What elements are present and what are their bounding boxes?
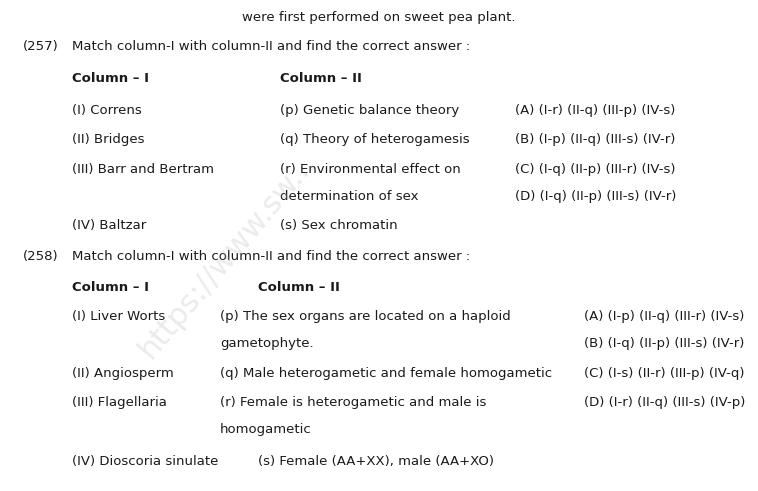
Text: Column – II: Column – II	[280, 72, 362, 85]
Text: (257): (257)	[23, 40, 58, 53]
Text: (B) (I-p) (II-q) (III-s) (IV-r): (B) (I-p) (II-q) (III-s) (IV-r)	[515, 134, 676, 146]
Text: (q) Theory of heterogamesis: (q) Theory of heterogamesis	[280, 134, 470, 146]
Text: (r) Female is heterogametic and male is: (r) Female is heterogametic and male is	[220, 396, 486, 409]
Text: (II) Bridges: (II) Bridges	[72, 134, 145, 146]
Text: (III) Flagellaria: (III) Flagellaria	[72, 396, 167, 409]
Text: (IV) Baltzar: (IV) Baltzar	[72, 219, 146, 232]
Text: (258): (258)	[23, 250, 58, 263]
Text: (C) (I-s) (II-r) (III-p) (IV-q): (C) (I-s) (II-r) (III-p) (IV-q)	[584, 367, 744, 380]
Text: homogametic: homogametic	[220, 423, 312, 436]
Text: (IV) Dioscoria sinulate: (IV) Dioscoria sinulate	[72, 455, 218, 468]
Text: were first performed on sweet pea plant.: were first performed on sweet pea plant.	[243, 11, 515, 24]
Text: gametophyte.: gametophyte.	[220, 337, 314, 350]
Text: (r) Environmental effect on: (r) Environmental effect on	[280, 163, 461, 176]
Text: (p) The sex organs are located on a haploid: (p) The sex organs are located on a hapl…	[220, 310, 511, 323]
Text: (III) Barr and Bertram: (III) Barr and Bertram	[72, 163, 214, 176]
Text: (C) (I-q) (II-p) (III-r) (IV-s): (C) (I-q) (II-p) (III-r) (IV-s)	[515, 163, 676, 176]
Text: (I) Liver Worts: (I) Liver Worts	[72, 310, 165, 323]
Text: (s) Female (AA+XX), male (AA+XO): (s) Female (AA+XX), male (AA+XO)	[258, 455, 493, 468]
Text: (D) (I-q) (II-p) (III-s) (IV-r): (D) (I-q) (II-p) (III-s) (IV-r)	[515, 190, 677, 203]
Text: Column – I: Column – I	[72, 72, 149, 85]
Text: Match column-I with column-II and find the correct answer :: Match column-I with column-II and find t…	[72, 40, 470, 53]
Text: (A) (I-p) (II-q) (III-r) (IV-s): (A) (I-p) (II-q) (III-r) (IV-s)	[584, 310, 744, 323]
Text: Match column-I with column-II and find the correct answer :: Match column-I with column-II and find t…	[72, 250, 470, 263]
Text: (I) Correns: (I) Correns	[72, 104, 142, 117]
Text: determination of sex: determination of sex	[280, 190, 419, 203]
Text: (q) Male heterogametic and female homogametic: (q) Male heterogametic and female homoga…	[220, 367, 552, 380]
Text: (D) (I-r) (II-q) (III-s) (IV-p): (D) (I-r) (II-q) (III-s) (IV-p)	[584, 396, 745, 409]
Text: (II) Angiosperm: (II) Angiosperm	[72, 367, 174, 380]
Text: Column – I: Column – I	[72, 281, 149, 294]
Text: (A) (I-r) (II-q) (III-p) (IV-s): (A) (I-r) (II-q) (III-p) (IV-s)	[515, 104, 676, 117]
Text: Column – II: Column – II	[258, 281, 340, 294]
Text: (B) (I-q) (II-p) (III-s) (IV-r): (B) (I-q) (II-p) (III-s) (IV-r)	[584, 337, 744, 350]
Text: (p) Genetic balance theory: (p) Genetic balance theory	[280, 104, 459, 117]
Text: https://www.sw...: https://www.sw...	[133, 147, 321, 363]
Text: (s) Sex chromatin: (s) Sex chromatin	[280, 219, 398, 232]
